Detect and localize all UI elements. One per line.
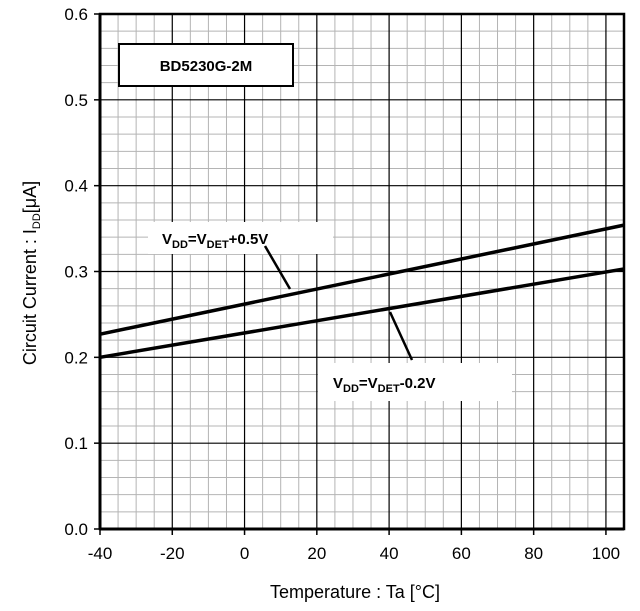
y-tick-label: 0.0 <box>64 520 88 539</box>
x-tick-label: 20 <box>307 544 326 563</box>
x-tick-labels: -40 -20 0 20 40 60 80 100 <box>88 544 620 563</box>
y-tick-label: 0.6 <box>64 5 88 24</box>
x-tick-label: -40 <box>88 544 113 563</box>
x-tick-label: -20 <box>160 544 185 563</box>
series-line-0 <box>99 223 625 336</box>
y-tick-label: 0.5 <box>64 91 88 110</box>
x-tick-label: 100 <box>592 544 620 563</box>
plot-border <box>94 12 626 535</box>
series-lines <box>99 223 625 360</box>
y-tick-label: 0.1 <box>64 434 88 453</box>
chart-title: BD5230G-2M <box>160 58 253 75</box>
series-label-lower-text: VDD=VDET-0.2V <box>333 375 436 395</box>
major-grid <box>100 14 624 529</box>
y-axis-title: Circuit Current : IDD[μA] <box>20 181 43 365</box>
y-tick-label: 0.3 <box>64 263 88 282</box>
y-tick-labels: 0.0 0.1 0.2 0.3 0.4 0.5 0.6 <box>64 5 88 539</box>
series-label-upper-text: VDD=VDET+0.5V <box>162 231 268 251</box>
series-label-lower-leader <box>388 311 414 361</box>
x-tick-label: 40 <box>380 544 399 563</box>
chart-title-box: BD5230G-2M <box>118 43 294 87</box>
series-label-lower: VDD=VDET-0.2V <box>318 363 512 401</box>
series-label-lower-bg <box>318 363 512 401</box>
x-tick-label: 80 <box>524 544 543 563</box>
title-box-frame <box>118 43 294 87</box>
series-label-upper: VDD=VDET+0.5V <box>148 222 333 254</box>
series-label-upper-leader <box>263 245 292 290</box>
series-line-1 <box>99 267 625 360</box>
x-tick-label: 0 <box>240 544 249 563</box>
x-axis-title: Temperature : Ta [°C] <box>270 582 440 602</box>
x-tick-label: 60 <box>452 544 471 563</box>
y-tick-label: 0.4 <box>64 177 88 196</box>
y-tick-label: 0.2 <box>64 348 88 367</box>
series-label-upper-bg <box>148 222 333 254</box>
